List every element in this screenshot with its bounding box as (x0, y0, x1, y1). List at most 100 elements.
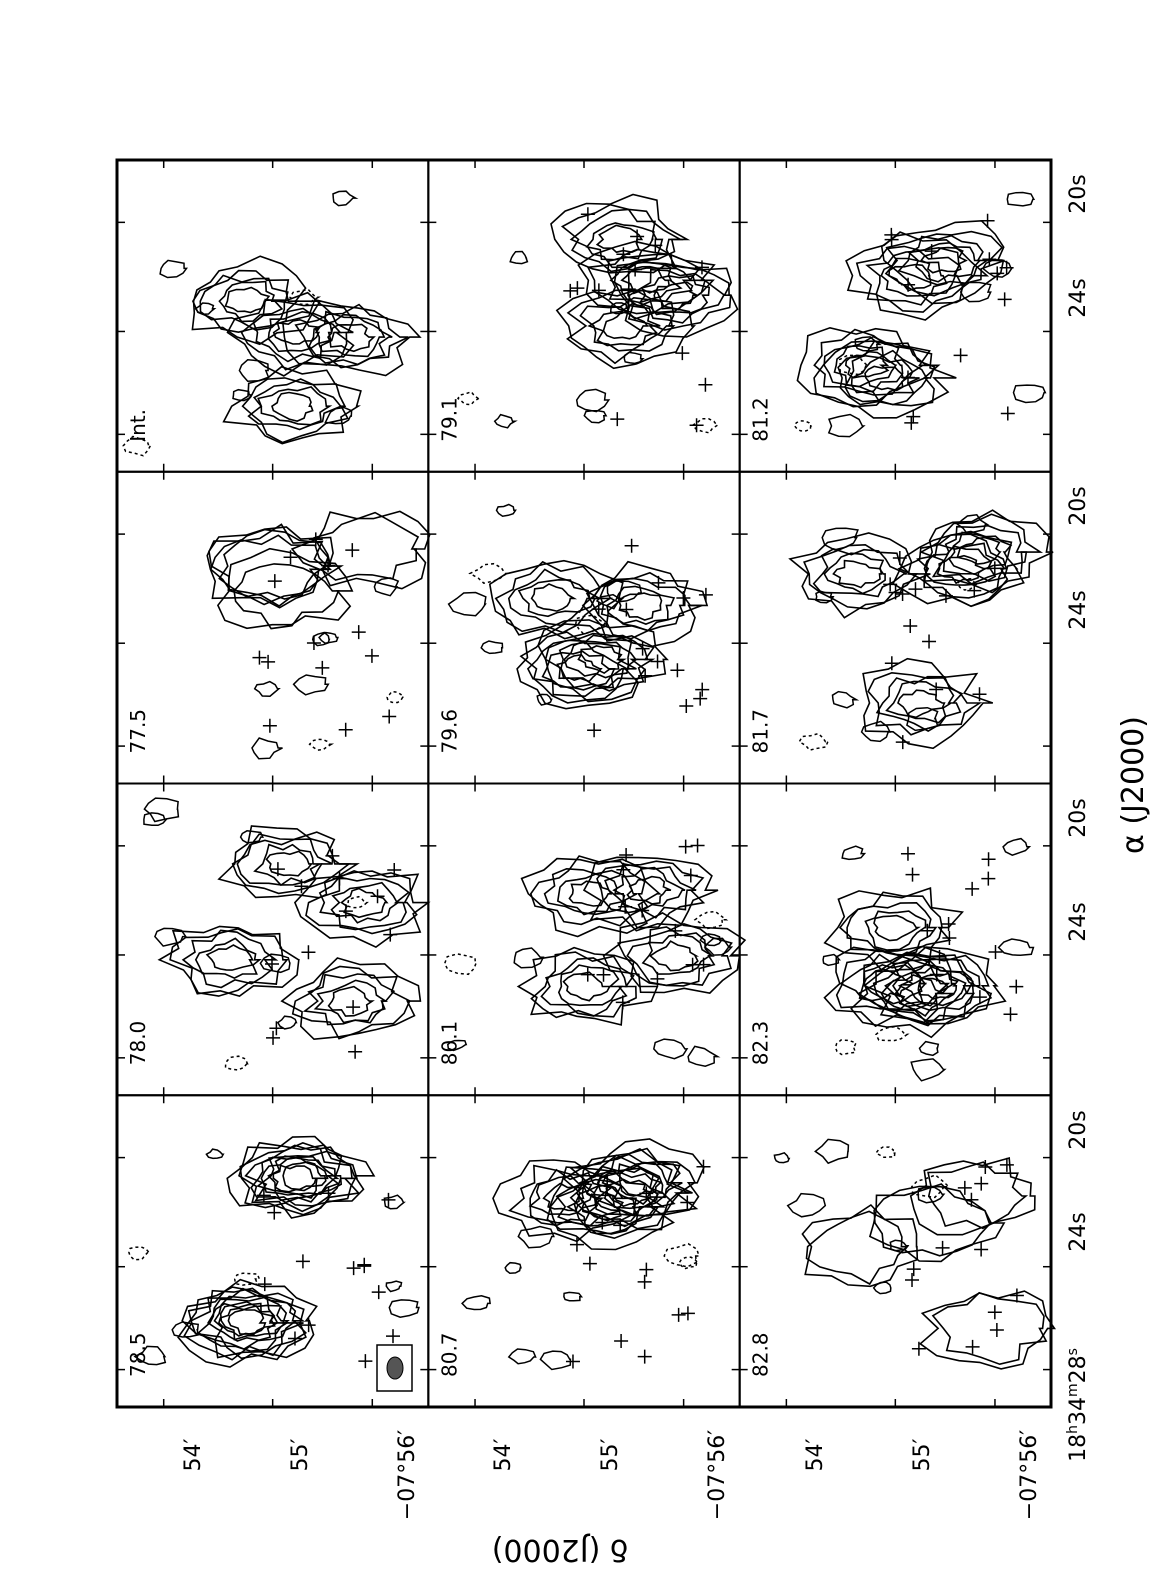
contour-line (585, 222, 655, 261)
source-cross-marker (685, 957, 700, 972)
contour-line (507, 568, 600, 627)
contour-line (181, 1278, 318, 1359)
contour-line (488, 559, 625, 640)
source-cross-marker (637, 1274, 652, 1289)
source-cross-marker (999, 1157, 1014, 1172)
contour-line (247, 378, 342, 431)
source-cross-marker (895, 735, 910, 750)
contour-line (217, 1307, 267, 1337)
source-cross-marker (283, 550, 298, 565)
contour-line (596, 1153, 683, 1210)
contour-line (519, 631, 637, 704)
source-cross-marker (904, 415, 919, 430)
source-cross-marker (357, 1259, 372, 1274)
contour-line (224, 286, 271, 314)
contour-line (648, 940, 700, 972)
source-cross-marker (901, 277, 916, 292)
contour-line (827, 413, 866, 438)
source-cross-marker (610, 412, 625, 427)
source-cross-marker (580, 967, 595, 982)
source-cross-marker (953, 348, 968, 363)
contour-line (555, 1178, 655, 1235)
contour-line (443, 953, 477, 976)
contour-line (543, 867, 638, 916)
ra-tick-label-24s: 24s (1066, 1212, 1091, 1251)
contour-line (260, 1156, 329, 1199)
contour-line (845, 231, 990, 321)
contour-line (581, 560, 709, 648)
contour-line (805, 1210, 910, 1286)
source-cross-marker (338, 904, 353, 919)
source-cross-marker (965, 881, 980, 896)
contour-line (773, 1151, 791, 1164)
contour-line (560, 203, 684, 273)
source-cross-marker (308, 532, 323, 547)
contour-line (556, 653, 603, 683)
channel-panel: Int. (116, 159, 430, 473)
source-cross-marker (650, 971, 665, 986)
contour-line (226, 1141, 361, 1216)
source-cross-marker (905, 867, 920, 882)
source-cross-marker (364, 648, 379, 663)
contour-line (918, 1040, 940, 1057)
beam-marker (376, 1344, 413, 1392)
source-cross-marker (321, 558, 336, 573)
dec-tick-label-56-col3: −07°56′ (1017, 1430, 1042, 1520)
channel-panel: 79.6 (427, 470, 741, 785)
contour-line (516, 623, 640, 710)
contour-line (233, 1272, 261, 1286)
contour-line (581, 1147, 697, 1217)
source-cross-marker (964, 1192, 979, 1207)
contour-line (894, 977, 945, 1008)
source-cross-marker (911, 1341, 926, 1356)
contour-line (663, 1242, 701, 1268)
contour-line (122, 435, 152, 457)
source-cross-marker (900, 846, 915, 861)
source-cross-marker (938, 588, 953, 603)
source-cross-marker (587, 723, 602, 738)
source-cross-marker (690, 838, 705, 853)
source-cross-marker (906, 409, 921, 424)
contour-line (927, 1161, 1029, 1230)
contour-line (159, 259, 188, 279)
contour-line (291, 965, 411, 1040)
ra-tick-label-first: 18h34m28s (1065, 1348, 1091, 1462)
panel-velocity-label: 82.8 (749, 1332, 773, 1377)
tick-marks (117, 160, 1051, 1407)
contour-line (313, 979, 389, 1024)
contour-line (143, 797, 180, 823)
source-cross-marker (345, 543, 360, 558)
contour-line (872, 963, 967, 1022)
source-cross-marker (346, 1000, 361, 1015)
contour-line (540, 957, 628, 1017)
contour-line (892, 530, 1025, 608)
contour-line (157, 925, 300, 997)
contour-line (626, 926, 716, 987)
contour-line (218, 280, 284, 323)
contour-line (959, 281, 992, 303)
contour-line (788, 532, 931, 619)
contour-line (209, 534, 333, 607)
contour-line (823, 887, 964, 971)
contour-line (1002, 837, 1032, 857)
contour-line (480, 640, 504, 655)
contour-line (191, 255, 322, 346)
source-cross-marker (651, 575, 666, 590)
source-cross-marker (628, 262, 643, 277)
dec-tick-label-54-col3: 54′ (803, 1439, 828, 1472)
source-cross-marker (935, 1240, 950, 1255)
panel-velocity-label: 81.2 (749, 397, 773, 442)
source-cross-marker (301, 1318, 316, 1333)
contour-line (575, 614, 609, 635)
source-cross-marker (908, 582, 923, 597)
source-cross-marker (613, 1218, 628, 1233)
source-cross-marker (580, 207, 595, 222)
panel-grid: Int.77.578.078.579.179.680.180.781.281.7… (116, 159, 1057, 1408)
contour-line (1012, 384, 1047, 404)
source-cross-marker (974, 1242, 989, 1257)
source-cross-marker (570, 281, 585, 296)
contour-line (217, 825, 360, 899)
panel-velocity-label: 80.7 (437, 1332, 461, 1377)
contour-line (948, 531, 1013, 576)
contour-line (520, 857, 662, 938)
